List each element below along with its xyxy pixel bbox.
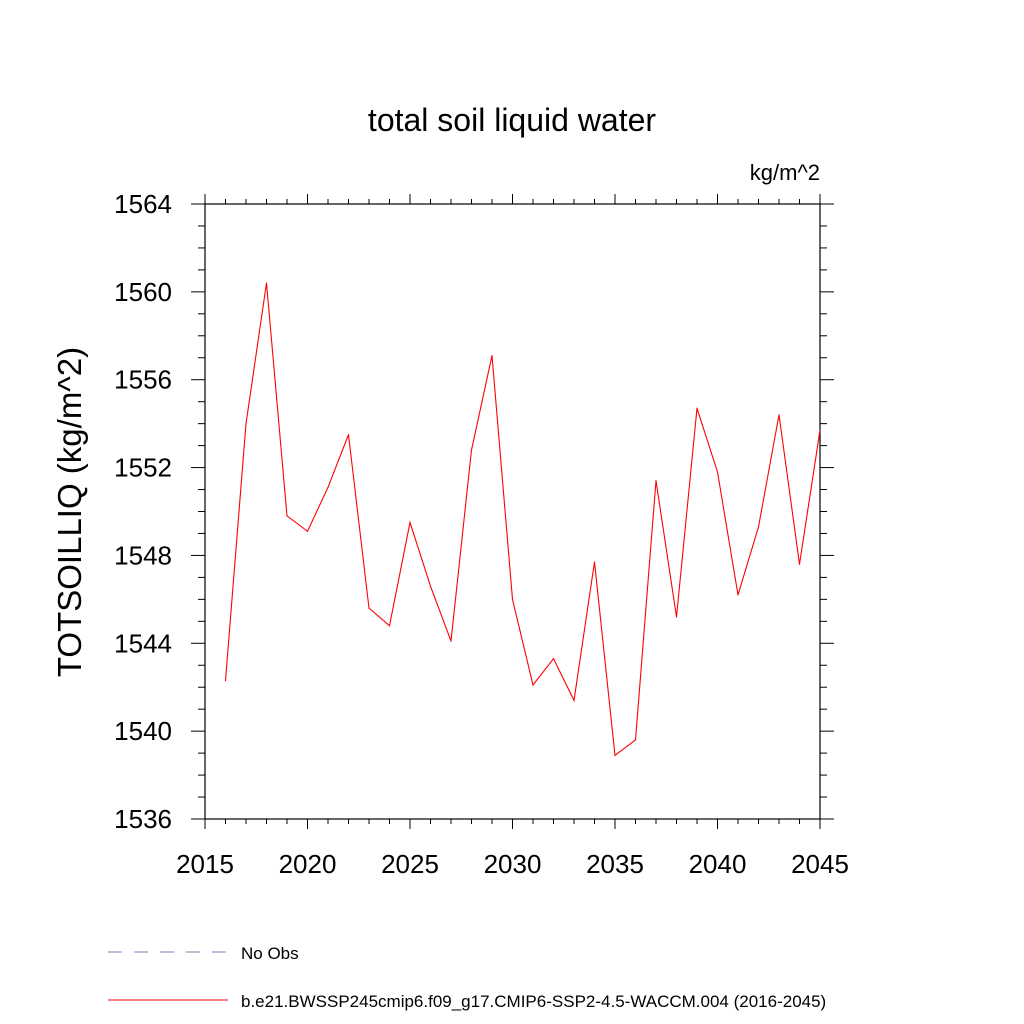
x-tick-label: 2035 — [586, 849, 644, 879]
data-point — [347, 434, 350, 436]
y-tick-label: 1564 — [114, 189, 172, 219]
data-point — [409, 521, 411, 524]
data-point — [429, 585, 432, 587]
data-point — [532, 684, 534, 686]
data-point — [593, 561, 596, 563]
data-point — [614, 754, 616, 756]
x-axis: 2015 2020 2025 2030 2035 2040 2045 — [176, 194, 849, 879]
data-point — [265, 282, 268, 284]
units-label: kg/m^2 — [750, 160, 820, 185]
series-layer — [224, 282, 821, 757]
data-point — [306, 530, 309, 532]
x-tick-label: 2045 — [791, 849, 849, 879]
x-tick-label: 2040 — [689, 849, 747, 879]
data-point — [819, 429, 821, 431]
data-point — [450, 640, 452, 642]
data-point — [634, 739, 637, 741]
data-point — [757, 526, 760, 528]
data-point — [716, 471, 719, 473]
data-point — [573, 699, 575, 701]
data-point — [327, 486, 329, 488]
data-point — [286, 515, 288, 517]
data-point — [696, 407, 698, 409]
y-tick-label: 1544 — [114, 628, 172, 658]
data-point — [675, 616, 678, 618]
chart-title: total soil liquid water — [368, 102, 656, 138]
legend-label-0: No Obs — [241, 944, 299, 963]
data-point — [655, 480, 657, 482]
data-point — [224, 680, 227, 682]
data-point — [737, 594, 739, 596]
data-point — [798, 563, 801, 565]
y-tick-label: 1536 — [114, 804, 172, 834]
data-point — [778, 414, 780, 416]
data-point — [368, 607, 370, 609]
y-tick-label: 1540 — [114, 716, 172, 746]
series-line-0 — [224, 282, 821, 757]
data-point — [388, 625, 391, 627]
data-point — [470, 449, 473, 451]
y-tick-label: 1552 — [114, 453, 172, 483]
y-tick-label: 1548 — [114, 540, 172, 570]
y-axis-label: TOTSOILLIQ (kg/m^2) — [51, 347, 88, 677]
x-tick-label: 2020 — [279, 849, 337, 879]
data-point — [491, 354, 493, 357]
x-tick-label: 2015 — [176, 849, 234, 879]
legend: No Obs b.e21.BWSSP245cmip6.f09_g17.CMIP6-… — [108, 944, 826, 1011]
data-point — [245, 423, 247, 425]
x-tick-label: 2025 — [381, 849, 439, 879]
y-tick-label: 1556 — [114, 365, 172, 395]
x-tick-label: 2030 — [484, 849, 542, 879]
legend-label-1: b.e21.BWSSP245cmip6.f09_g17.CMIP6-SSP2-4… — [241, 992, 826, 1011]
data-point — [511, 598, 514, 600]
data-point — [552, 658, 555, 660]
y-axis: 1536 1540 1544 1548 1552 1556 1560 1564 — [114, 189, 834, 834]
plot-frame — [204, 203, 821, 820]
y-tick-label: 1560 — [114, 277, 172, 307]
